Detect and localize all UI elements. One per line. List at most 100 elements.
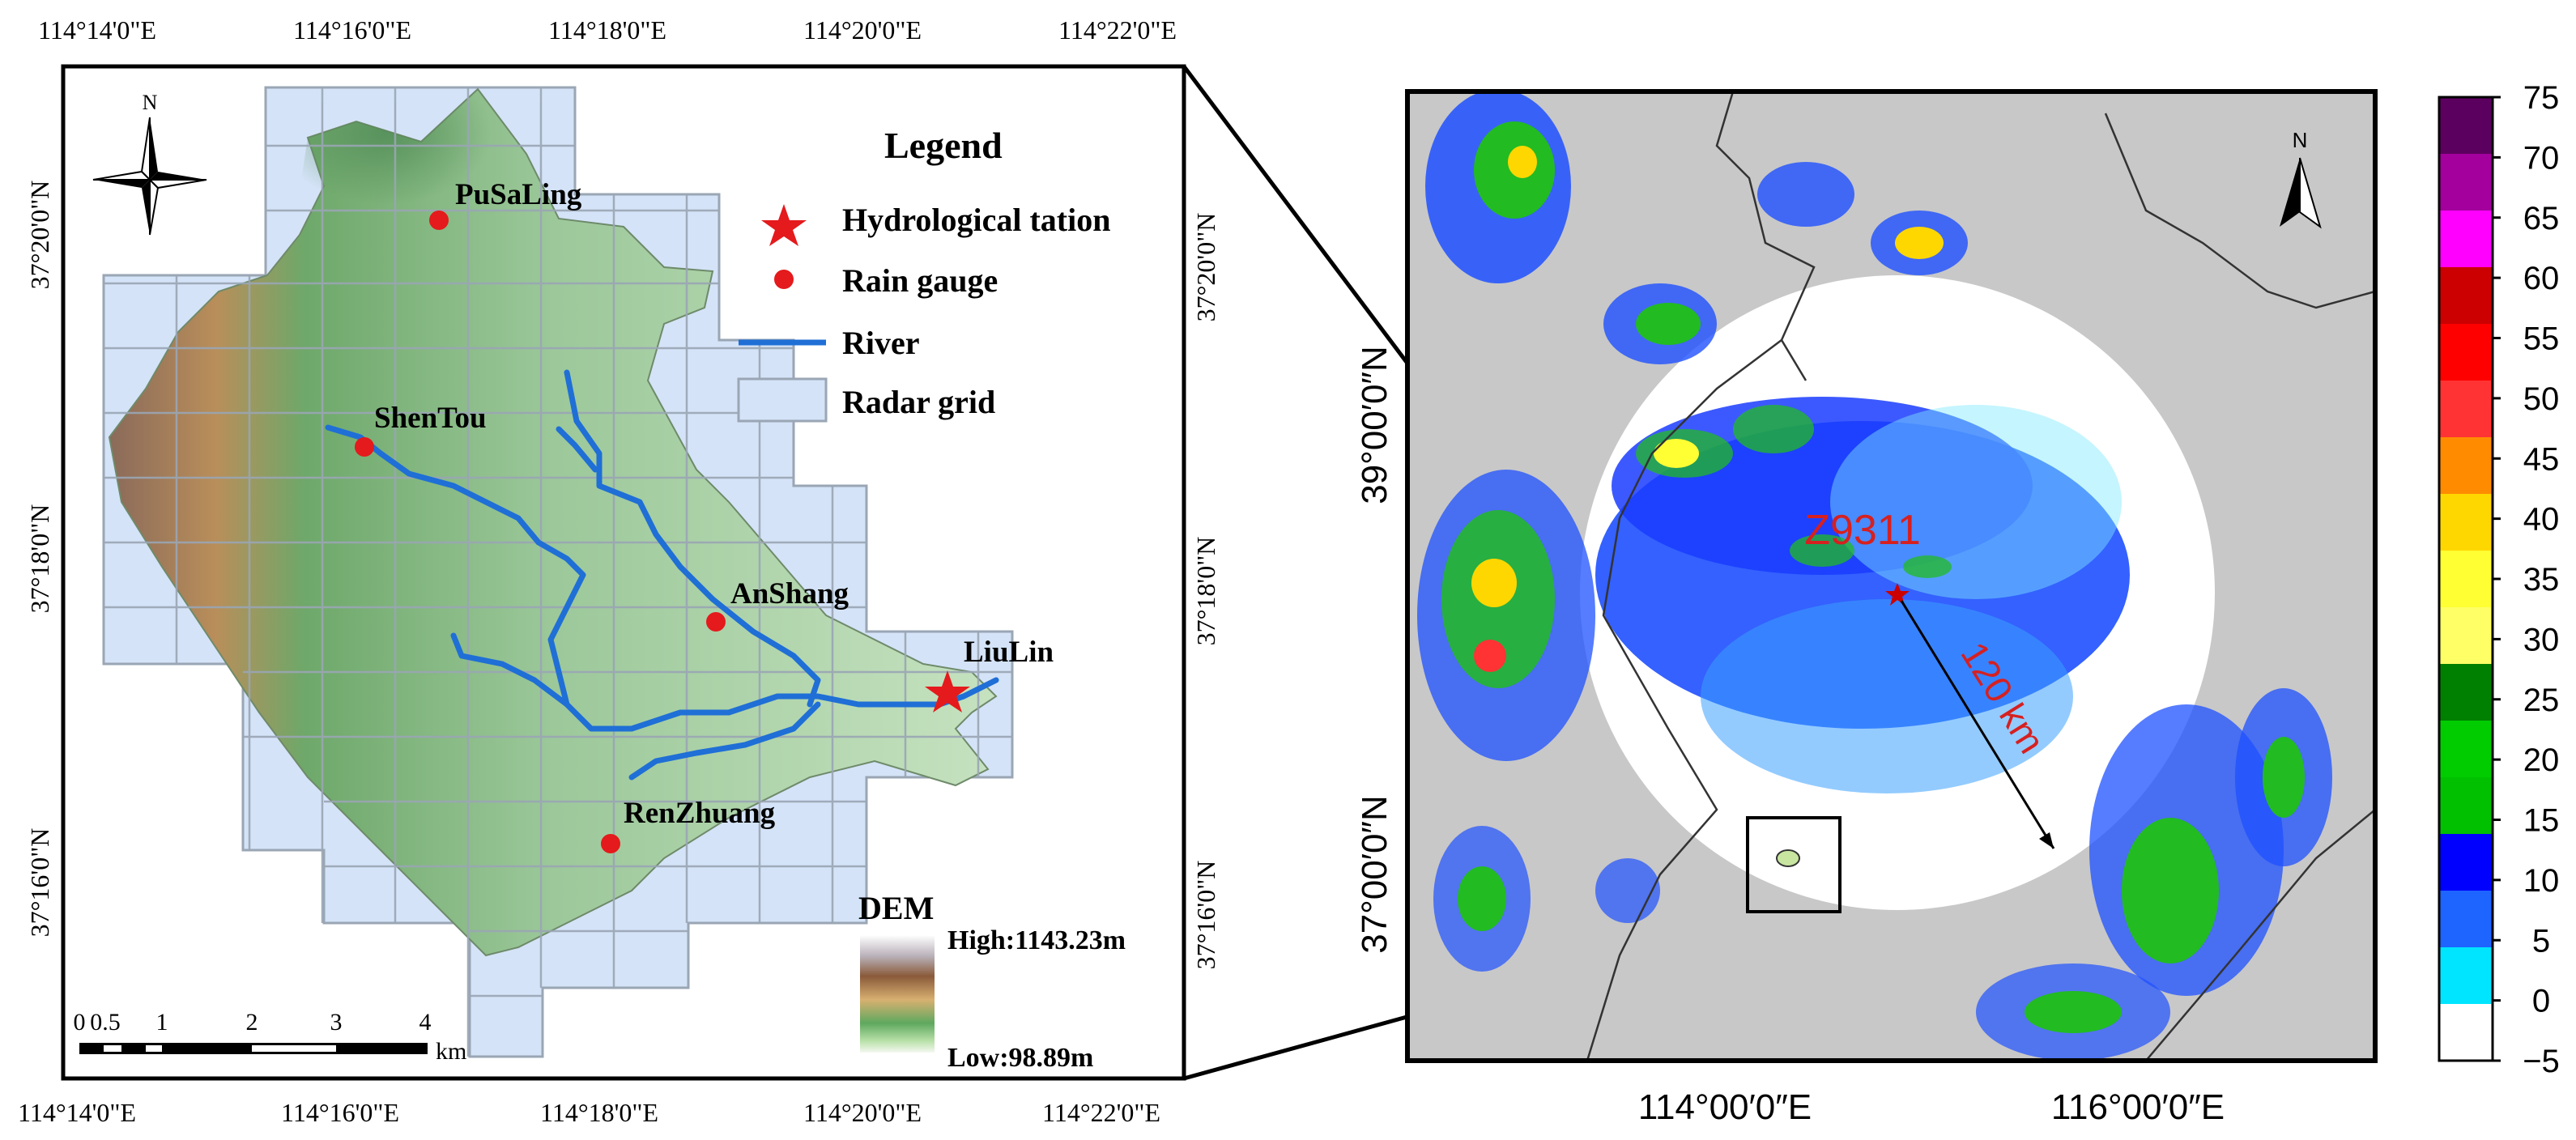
radar-map: Z9311 120 km N 114°00′0″E 116°00′0″E 39°… [1355, 89, 2378, 1127]
colorbar-tick-label: 70 [2523, 140, 2560, 176]
colorbar-tick-label: 0 [2532, 984, 2550, 1019]
colorbar-bin [2439, 607, 2493, 664]
colorbar-tick-label: 25 [2523, 683, 2560, 718]
colorbar-bin [2439, 834, 2493, 891]
colorbar-bin [2439, 381, 2493, 437]
svg-text:Rain gauge: Rain gauge [842, 262, 998, 299]
colorbar-tick-label: −5 [2523, 1044, 2560, 1079]
colorbar-bin [2439, 154, 2493, 211]
dem-legend: DEM High:1143.23m Low:98.89m [858, 890, 1126, 1073]
svg-text:Hydrological tation: Hydrological tation [842, 202, 1110, 238]
rivers [325, 369, 999, 781]
colorbar-bin [2439, 664, 2493, 721]
study-area-box [1746, 816, 1842, 913]
river-north [564, 369, 821, 708]
river-south [628, 701, 821, 781]
svg-text:114°22'0"E: 114°22'0"E [1058, 15, 1177, 45]
svg-text:116°00′0″E: 116°00′0″E [2051, 1087, 2225, 1127]
admin-boundaries [1586, 91, 2375, 1061]
colorbar-bin [2439, 891, 2493, 947]
svg-text:DEM: DEM [858, 890, 934, 926]
colorbar-bin [2439, 947, 2493, 1004]
colorbar-bin [2439, 324, 2493, 381]
hydrological-station-liulin: LiuLin [925, 636, 1054, 712]
river-main [325, 424, 999, 732]
colorbar-tick-label: 60 [2523, 261, 2560, 296]
colorbar-bin [2439, 211, 2493, 267]
legend-dot-icon [774, 270, 794, 289]
station-label: PuSaLing [455, 178, 582, 211]
svg-text:114°14'0"E: 114°14'0"E [38, 15, 156, 45]
svg-text:114°14'0"E: 114°14'0"E [18, 1098, 136, 1127]
station-label: AnShang [730, 577, 849, 610]
svg-text:River: River [842, 325, 920, 361]
colorbar-tick-label: 40 [2523, 502, 2560, 538]
colorbar-tick-label: 50 [2523, 381, 2560, 417]
legend-title: Legend [884, 125, 1003, 166]
radar-label: Z9311 [1804, 507, 1921, 554]
scale-bar: 0 0.5 1 2 3 4 km [74, 1009, 467, 1065]
rain-gauge-shentou: ShenTou [355, 402, 487, 457]
left-map-axis-labels: 114°14'0"E 114°16'0"E 114°18'0"E 114°20'… [18, 15, 1220, 1127]
radar-north-arrow-icon: N [2280, 128, 2322, 229]
svg-text:0.5: 0.5 [90, 1009, 121, 1036]
svg-text:Low:98.89m: Low:98.89m [947, 1043, 1093, 1073]
station-label: ShenTou [374, 402, 487, 435]
svg-text:37°20'0"N: 37°20'0"N [25, 181, 54, 290]
svg-text:114°20'0"E: 114°20'0"E [803, 1098, 922, 1127]
colorbar-bin [2439, 1004, 2493, 1061]
svg-text:N: N [2293, 128, 2308, 152]
svg-text:37°00′0″N: 37°00′0″N [1355, 795, 1394, 954]
colorbar-tick-label: 65 [2523, 201, 2560, 236]
colorbar-tick-label: 35 [2523, 562, 2560, 598]
svg-text:114°18'0"E: 114°18'0"E [548, 15, 666, 45]
svg-text:2: 2 [246, 1009, 258, 1036]
rain-gauge-pusaling: PuSaLing [429, 178, 582, 230]
rain-gauge-renzhuang: RenZhuang [601, 797, 776, 853]
colorbar-bin [2439, 551, 2493, 607]
river-north-branch [556, 426, 598, 473]
svg-text:39°00′0″N: 39°00′0″N [1355, 346, 1394, 504]
svg-text:37°18'0"N: 37°18'0"N [1191, 537, 1220, 646]
colorbar-bin [2439, 494, 2493, 551]
left-map: PuSaLing ShenTou AnShang RenZhuang LiuLi… [18, 15, 1220, 1127]
colorbar-tick-label: 75 [2523, 80, 2560, 116]
reflectivity-yellow-cell [1654, 439, 1699, 468]
svg-text:High:1143.23m: High:1143.23m [947, 925, 1126, 955]
svg-text:4: 4 [419, 1009, 432, 1036]
svg-text:37°16'0"N: 37°16'0"N [25, 828, 54, 938]
svg-text:114°22'0"E: 114°22'0"E [1042, 1098, 1160, 1127]
range-arrow [1900, 600, 2055, 849]
station-label: RenZhuang [624, 797, 776, 830]
river-southwest [450, 632, 570, 708]
north-arrow-icon: N [92, 91, 207, 236]
map-legend: Legend Hydrological tation Rain gauge Ri… [737, 125, 1110, 423]
legend-star-icon [761, 204, 807, 246]
svg-text:km: km [436, 1038, 466, 1065]
colorbar-tick-label: 10 [2523, 863, 2560, 899]
outer-precip-cells [1417, 91, 2332, 1061]
svg-text:114°16'0"E: 114°16'0"E [293, 15, 411, 45]
colorbar-tick-label: 5 [2532, 923, 2550, 959]
svg-text:Radar grid: Radar grid [842, 384, 995, 420]
dem-color-ramp [860, 935, 935, 1053]
radar-site-star-icon [1885, 583, 1910, 606]
colorbar-tick-label: 45 [2523, 441, 2560, 477]
colorbar-bin [2439, 777, 2493, 834]
svg-text:37°18'0"N: 37°18'0"N [25, 504, 54, 614]
legend-grid-icon [737, 377, 828, 423]
svg-text:3: 3 [330, 1009, 343, 1036]
svg-text:114°16'0"E: 114°16'0"E [281, 1098, 399, 1127]
station-label: LiuLin [964, 636, 1054, 669]
svg-text:N: N [143, 91, 158, 114]
radar-map-frame [1405, 89, 2378, 1063]
svg-text:37°16'0"N: 37°16'0"N [1191, 861, 1220, 970]
svg-text:0: 0 [74, 1009, 86, 1036]
colorbar-tick-label: 30 [2523, 622, 2560, 657]
colorbar-tick-label: 55 [2523, 321, 2560, 357]
colorbar-tick-label: 20 [2523, 742, 2560, 778]
rain-gauge-anshang: AnShang [706, 577, 849, 632]
svg-text:37°20'0"N: 37°20'0"N [1191, 213, 1220, 322]
